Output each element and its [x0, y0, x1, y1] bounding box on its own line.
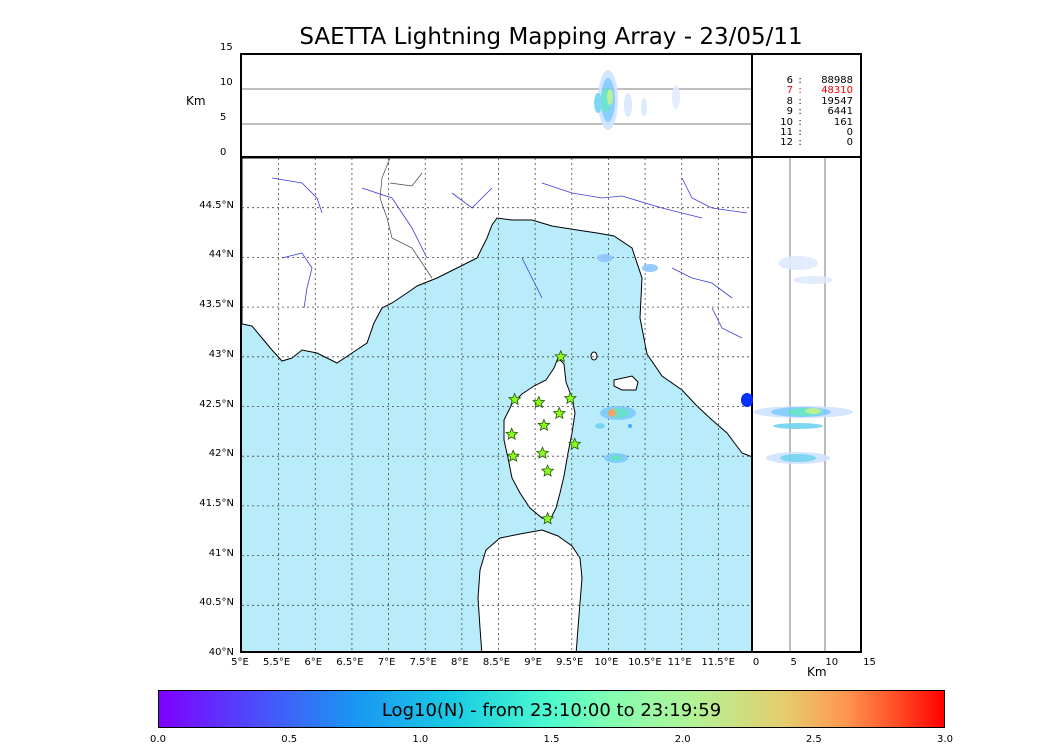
longitude-tick-label: 6.5°E [336, 657, 364, 668]
longitude-tick-label: 5.5°E [263, 657, 291, 668]
altitude-longitude-panel [240, 53, 753, 158]
altitude-tick-label: 15 [220, 42, 233, 53]
count-row: 8:19547 [786, 96, 853, 107]
alt-lat-lightning-density [753, 256, 853, 464]
colorbar-tick-label: 0.5 [281, 734, 298, 745]
count-row: 9:6441 [786, 106, 853, 117]
station-star-icon [535, 446, 550, 459]
station-star-icon [554, 349, 568, 363]
altitude-km-tick-label: 5 [790, 657, 797, 668]
altitude-tick-label: 0 [220, 147, 227, 158]
station-star-icon [563, 391, 577, 405]
latitude-tick-label: 44°N [208, 249, 234, 261]
station-star-icon [552, 406, 566, 420]
figure-title: SAETTA Lightning Mapping Array - 23/05/1… [299, 24, 803, 50]
latitude-tick-label: 44.5°N [199, 199, 234, 211]
longitude-tick-label: 11°E [667, 657, 692, 668]
mainland-north [242, 158, 751, 457]
longitude-tick-label: 10.5°E [628, 657, 662, 668]
count-row: 10:161 [780, 117, 853, 128]
colorbar-tick-label: 3.0 [937, 734, 953, 745]
longitude-tick-label: 6°E [304, 657, 323, 668]
longitude-tick-label: 8°E [451, 657, 469, 668]
latitude-tick-label: 40°N [208, 647, 234, 658]
corsica-island [503, 357, 576, 521]
count-row: 11:0 [780, 127, 853, 138]
sardinia-island [477, 529, 583, 651]
longitude-tick-label: 7°E [377, 657, 396, 668]
colorbar: Log10(N) - from 23:10:00 to 23:19:59 [158, 690, 945, 728]
station-star-icon [537, 418, 551, 432]
count-row: 6:88988 [786, 75, 853, 86]
colorbar-tick-label: 1.0 [412, 734, 429, 745]
altitude-latitude-plot [753, 158, 853, 651]
station-star-icon [568, 437, 582, 450]
longitude-tick-label: 7.5°E [409, 657, 437, 668]
station-star-icon [532, 395, 546, 409]
lightning-map-panel [240, 156, 753, 653]
altitude-latitude-panel [751, 156, 862, 653]
latitude-tick-label: 42°N [208, 448, 234, 460]
longitude-tick-label: 8.5°E [482, 657, 511, 668]
station-star-icon [540, 464, 555, 477]
longitude-tick-label: 9.5°E [556, 657, 584, 668]
altitude-km-tick-label: 10 [825, 657, 839, 668]
latitude-tick-label: 41°N [208, 547, 234, 559]
station-markers [505, 349, 582, 525]
altitude-tick-label: 10 [220, 77, 233, 88]
latitude-tick-label: 40.5°N [199, 597, 234, 609]
altitude-axis-label: Km [186, 94, 206, 108]
altitude-km-tick-label: 15 [863, 657, 876, 668]
longitude-tick-label: 11.5°E [701, 657, 735, 668]
count-row: 12:0 [780, 137, 853, 148]
latitude-tick-label: 43°N [208, 348, 234, 360]
station-star-icon [507, 392, 522, 406]
national-borders [379, 158, 433, 279]
latitude-tick-label: 42.5°N [199, 398, 234, 410]
latitude-tick-label: 41.5°N [199, 497, 234, 509]
latitude-tick-label: 43.5°N [199, 299, 234, 311]
colorbar-tick-label: 0.0 [150, 734, 166, 745]
alt-lon-lightning-density [594, 70, 680, 130]
map-lightning-density [595, 254, 658, 463]
colorbar-label: Log10(N) - from 23:10:00 to 23:19:59 [381, 700, 722, 721]
altitude-km-axis-label: Km [807, 665, 827, 679]
station-star-icon [505, 427, 519, 441]
elba-island [613, 375, 639, 391]
colorbar-tick-label: 2.0 [674, 734, 691, 745]
map-svg [242, 158, 751, 651]
altitude-tick-label: 5 [220, 112, 227, 123]
altitude-km-tick-label: 0 [752, 657, 760, 668]
longitude-tick-label: 10°E [594, 657, 619, 668]
edge-marker [741, 393, 753, 407]
map-gridlines [242, 158, 751, 651]
colorbar-tick-label: 1.5 [543, 734, 560, 745]
station-star-icon [540, 511, 555, 525]
capraia-island [590, 351, 598, 361]
level-counts-panel: 6:88988 7:48310 8:19547 9:6441 10:161 11… [751, 53, 862, 158]
colorbar-tick-label: 2.5 [805, 734, 822, 745]
station-star-icon [506, 449, 520, 462]
longitude-tick-label: 5°E [231, 657, 249, 668]
altitude-longitude-plot [242, 70, 751, 130]
count-row-highlight: 7:48310 [786, 85, 853, 96]
longitude-tick-label: 9°E [524, 657, 542, 668]
